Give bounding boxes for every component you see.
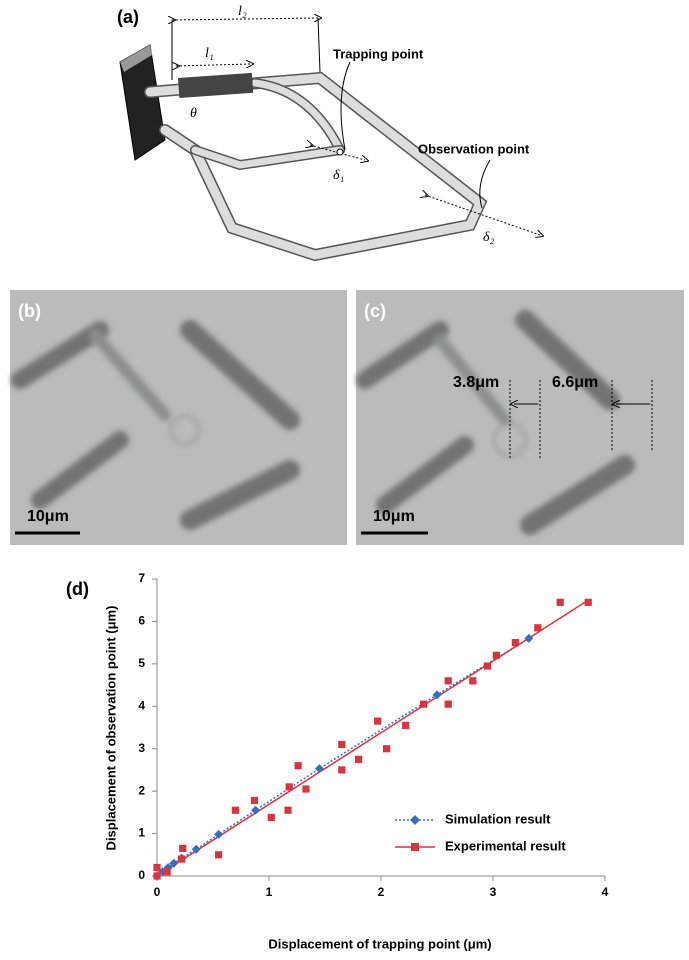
- y-axis-title: Displacement of observation point (μm): [103, 606, 118, 851]
- data-point: [512, 639, 519, 646]
- y-tick-label: 3: [138, 741, 145, 755]
- data-point: [338, 766, 345, 773]
- data-point: [557, 599, 564, 606]
- micrograph-b: [10, 290, 347, 545]
- x-tick-label: 0: [154, 885, 161, 899]
- data-point: [163, 868, 170, 875]
- data-point: [295, 762, 302, 769]
- data-point: [338, 741, 345, 748]
- scale-bar-label: 10μm: [27, 508, 69, 525]
- delta2-label: δ₂: [483, 230, 495, 245]
- data-point: [232, 807, 239, 814]
- y-tick-label: 0: [138, 868, 145, 882]
- lever-arm: [178, 73, 253, 98]
- data-point: [493, 652, 500, 659]
- micrograph-c: [356, 290, 684, 545]
- observation-label: Observation point: [418, 141, 530, 156]
- dimension-l1: [176, 64, 250, 66]
- y-tick-label: 1: [138, 826, 145, 840]
- displacement-label: 3.8μm: [453, 374, 499, 391]
- x-tick-label: 2: [378, 885, 385, 899]
- y-tick-label: 5: [138, 656, 145, 670]
- panel-label: (a): [117, 7, 139, 27]
- legend-label: Experimental result: [445, 838, 566, 853]
- y-tick-label: 2: [138, 783, 145, 797]
- data-point: [469, 677, 476, 684]
- data-point: [179, 845, 186, 852]
- beams: [150, 78, 480, 255]
- y-tick-label: 6: [138, 614, 145, 628]
- data-point: [585, 599, 592, 606]
- displacement-label: 6.6μm: [552, 374, 598, 391]
- data-point: [534, 624, 541, 631]
- data-point: [215, 851, 222, 858]
- data-point: [420, 701, 427, 708]
- data-point: [251, 806, 260, 815]
- x-tick-label: 3: [490, 885, 497, 899]
- data-point: [302, 785, 309, 792]
- data-point: [268, 814, 275, 821]
- data-point: [484, 662, 491, 669]
- data-point: [315, 764, 324, 773]
- legend-label: Simulation result: [445, 811, 551, 826]
- x-tick-label: 4: [602, 885, 609, 899]
- delta1-label: δ₁: [333, 168, 344, 183]
- panel-label: (b): [18, 301, 41, 321]
- data-point: [286, 783, 293, 790]
- data-point: [284, 807, 291, 814]
- data-point: [178, 855, 185, 862]
- legend-marker: [410, 815, 420, 825]
- l2-label: l₂: [238, 4, 247, 19]
- panel-label: (c): [364, 301, 386, 321]
- scale-bar-label: 10μm: [373, 508, 415, 525]
- trapping-label: Trapping point: [333, 46, 424, 61]
- theta-label: θ: [190, 106, 197, 121]
- data-point: [153, 864, 160, 871]
- y-tick-label: 7: [138, 571, 145, 585]
- data-point: [445, 701, 452, 708]
- dimension-tick: [318, 18, 320, 72]
- trapping-point: [337, 149, 343, 155]
- data-point: [153, 872, 160, 879]
- data-point: [445, 677, 452, 684]
- mechanism-diagram: [120, 18, 540, 255]
- data-point: [383, 745, 390, 752]
- data-point: [402, 722, 409, 729]
- data-point: [355, 756, 362, 763]
- data-point: [214, 830, 223, 839]
- x-tick-label: 1: [266, 885, 273, 899]
- data-point: [251, 797, 258, 804]
- data-point: [374, 718, 381, 725]
- l1-label: l₁: [205, 46, 214, 61]
- panel-label: (d): [66, 579, 89, 599]
- x-axis-title: Displacement of trapping point (μm): [268, 936, 491, 951]
- figure: (a) l₂ l₁ θ Trapping point Observation p…: [0, 0, 689, 960]
- y-tick-label: 4: [138, 698, 145, 712]
- legend-marker: [411, 843, 419, 851]
- data-point: [433, 690, 442, 699]
